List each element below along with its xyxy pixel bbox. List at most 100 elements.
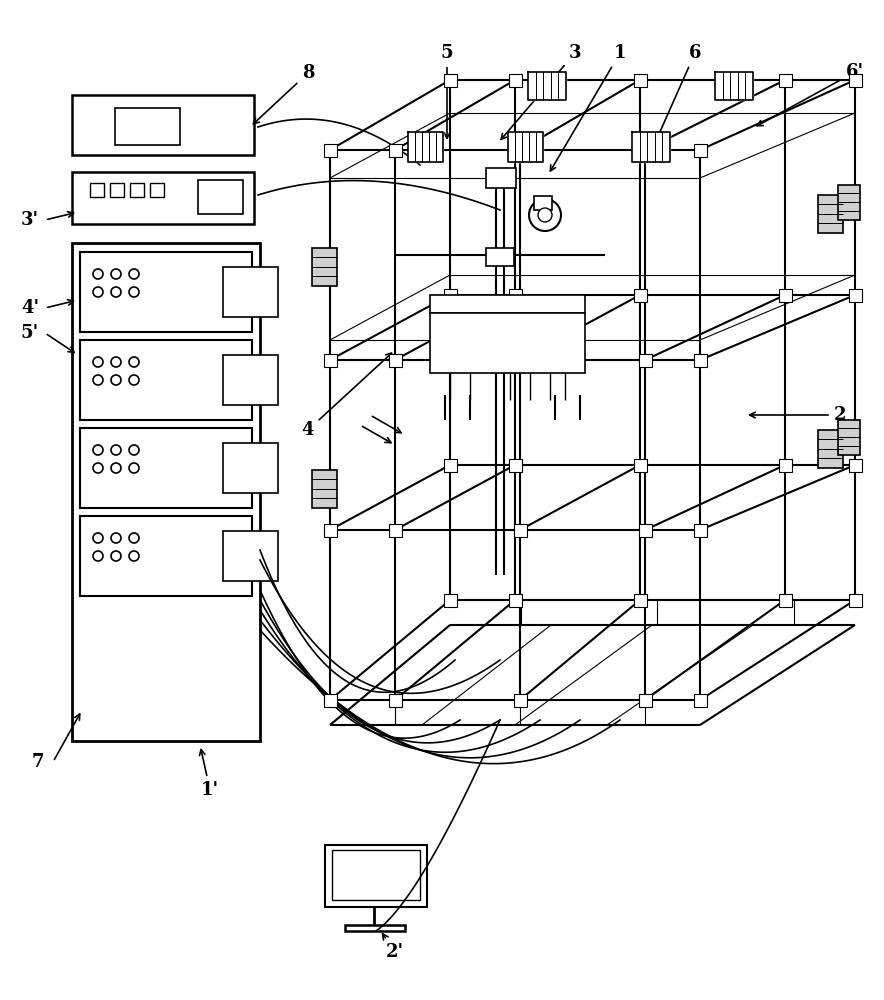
Text: 7: 7 xyxy=(32,753,44,771)
Circle shape xyxy=(111,463,121,473)
Text: 3: 3 xyxy=(501,44,582,139)
Circle shape xyxy=(129,375,139,385)
Bar xyxy=(849,289,862,302)
Circle shape xyxy=(111,269,121,279)
Bar xyxy=(110,183,124,197)
Circle shape xyxy=(111,445,121,455)
Bar xyxy=(90,183,104,197)
Bar xyxy=(779,459,792,472)
Bar xyxy=(486,248,514,266)
Bar xyxy=(694,144,707,157)
Polygon shape xyxy=(715,72,753,100)
Circle shape xyxy=(129,357,139,367)
Bar xyxy=(223,267,278,317)
Text: 6: 6 xyxy=(657,44,701,139)
Circle shape xyxy=(111,357,121,367)
Text: 1': 1' xyxy=(200,750,219,799)
Bar xyxy=(389,354,402,367)
Circle shape xyxy=(93,357,103,367)
Text: 3': 3' xyxy=(21,211,39,229)
Bar xyxy=(324,524,337,537)
Circle shape xyxy=(111,533,121,543)
Bar xyxy=(779,74,792,87)
Bar xyxy=(779,594,792,607)
Circle shape xyxy=(129,269,139,279)
Bar xyxy=(694,694,707,707)
Bar xyxy=(639,144,652,157)
Bar xyxy=(325,845,427,907)
Bar xyxy=(444,289,457,302)
Circle shape xyxy=(129,533,139,543)
Bar xyxy=(514,694,527,707)
Bar xyxy=(639,354,652,367)
Bar xyxy=(838,420,860,455)
Text: 2: 2 xyxy=(750,406,846,424)
Bar xyxy=(514,524,527,537)
Bar xyxy=(389,144,402,157)
Bar xyxy=(509,289,522,302)
Bar xyxy=(849,594,862,607)
Circle shape xyxy=(93,269,103,279)
Circle shape xyxy=(129,287,139,297)
Bar xyxy=(389,694,402,707)
Polygon shape xyxy=(632,132,670,162)
Bar xyxy=(849,459,862,472)
Bar xyxy=(639,694,652,707)
Bar xyxy=(72,243,260,741)
Bar xyxy=(694,524,707,537)
Text: 2': 2' xyxy=(383,934,404,961)
Bar xyxy=(514,354,527,367)
Bar xyxy=(345,925,405,931)
Bar xyxy=(444,459,457,472)
Polygon shape xyxy=(528,72,566,100)
Circle shape xyxy=(129,445,139,455)
Circle shape xyxy=(538,208,552,222)
Bar xyxy=(430,313,585,373)
Circle shape xyxy=(93,463,103,473)
Circle shape xyxy=(111,375,121,385)
Bar xyxy=(534,196,552,210)
Bar xyxy=(80,516,252,596)
Bar xyxy=(312,470,337,508)
Bar xyxy=(634,594,647,607)
Bar xyxy=(634,74,647,87)
Text: 4: 4 xyxy=(301,353,392,439)
Bar xyxy=(72,172,254,224)
Bar xyxy=(130,183,144,197)
Bar xyxy=(312,248,337,286)
Circle shape xyxy=(93,551,103,561)
Bar xyxy=(80,340,252,420)
Text: 4': 4' xyxy=(21,299,39,317)
Bar xyxy=(694,354,707,367)
Text: 1: 1 xyxy=(551,44,626,171)
Bar xyxy=(223,443,278,493)
Bar xyxy=(72,95,254,155)
Bar xyxy=(838,185,860,220)
Bar xyxy=(324,144,337,157)
Circle shape xyxy=(129,463,139,473)
Text: 8: 8 xyxy=(254,64,314,124)
Text: 5: 5 xyxy=(441,44,453,138)
Bar xyxy=(80,428,252,508)
Bar xyxy=(634,289,647,302)
Circle shape xyxy=(93,533,103,543)
Bar xyxy=(324,354,337,367)
Bar xyxy=(223,355,278,405)
Bar xyxy=(324,694,337,707)
Bar xyxy=(444,74,457,87)
Circle shape xyxy=(111,551,121,561)
Bar xyxy=(514,144,527,157)
Circle shape xyxy=(129,551,139,561)
Bar xyxy=(430,295,585,313)
Bar xyxy=(223,531,278,581)
Bar xyxy=(509,594,522,607)
Bar xyxy=(150,183,164,197)
Circle shape xyxy=(529,199,561,231)
Circle shape xyxy=(111,287,121,297)
Bar xyxy=(198,180,243,214)
Bar xyxy=(818,430,843,468)
Circle shape xyxy=(93,375,103,385)
Bar xyxy=(639,524,652,537)
Bar xyxy=(80,252,252,332)
Polygon shape xyxy=(508,132,543,162)
